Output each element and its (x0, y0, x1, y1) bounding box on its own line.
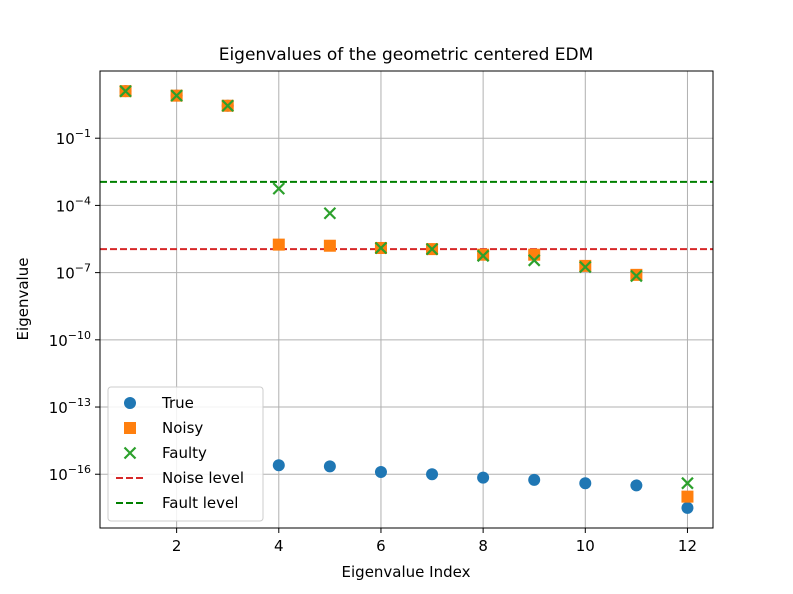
x-tick-label: 4 (274, 537, 284, 555)
noisy-legend-marker (124, 422, 136, 434)
true-point (323, 460, 336, 473)
x-axis-label: Eigenvalue Index (342, 563, 471, 581)
true-point (681, 501, 694, 514)
true-point (374, 465, 387, 478)
faulty-legend-marker (123, 446, 137, 460)
true-point (528, 473, 541, 486)
faulty-point (272, 182, 286, 195)
y-tick-label: 10−16 (49, 463, 91, 484)
true-legend-marker (124, 397, 136, 409)
reference-lines (100, 180, 713, 251)
x-tick-label: 8 (478, 537, 488, 555)
axes-frame (99, 70, 714, 529)
faulty-point (170, 89, 183, 102)
faulty-point (323, 206, 337, 220)
y-tick-label: 10−4 (56, 194, 91, 215)
legend-label: Noise level (162, 469, 244, 487)
data-markers (119, 84, 694, 514)
faulty-point (425, 242, 439, 256)
axis-ticks: 2 4 6 8 10 12 10−16 10−13 10−10 10−7 10−4 10−1 (49, 127, 697, 555)
noisy-point (272, 238, 285, 251)
true-point (630, 479, 643, 492)
x-tick-label: 2 (172, 537, 182, 555)
x-tick-label: 6 (376, 537, 386, 555)
x-tick-label: 10 (576, 537, 595, 555)
legend-label: True (161, 394, 194, 412)
true-point (426, 468, 439, 481)
y-tick-label: 10−1 (56, 127, 91, 148)
legend-label: Faulty (162, 444, 207, 462)
legend: True Noisy Faulty Noise level Fault level (107, 386, 264, 522)
true-point (272, 459, 285, 472)
true-point (579, 477, 592, 490)
faulty-point (374, 241, 388, 255)
y-tick-label: 10−10 (49, 329, 91, 350)
faulty-point (681, 476, 694, 490)
legend-box (107, 386, 264, 522)
faulty-point (476, 249, 490, 263)
legend-label: Fault level (162, 494, 238, 512)
noisy-point (681, 490, 694, 503)
y-tick-label: 10−7 (56, 262, 91, 283)
faulty-point (579, 260, 592, 274)
x-tick-label: 12 (678, 537, 697, 555)
y-tick-label: 10−13 (49, 396, 91, 417)
noisy-point (323, 239, 336, 252)
y-axis-label: Eigenvalue (14, 258, 32, 341)
legend-label: Noisy (162, 419, 203, 437)
faulty-point (527, 254, 541, 267)
faulty-point (221, 99, 234, 113)
faulty-point (630, 269, 643, 283)
chart-title: Eigenvalues of the geometric centered ED… (219, 45, 594, 65)
faulty-point (119, 84, 132, 98)
true-point (477, 471, 490, 484)
